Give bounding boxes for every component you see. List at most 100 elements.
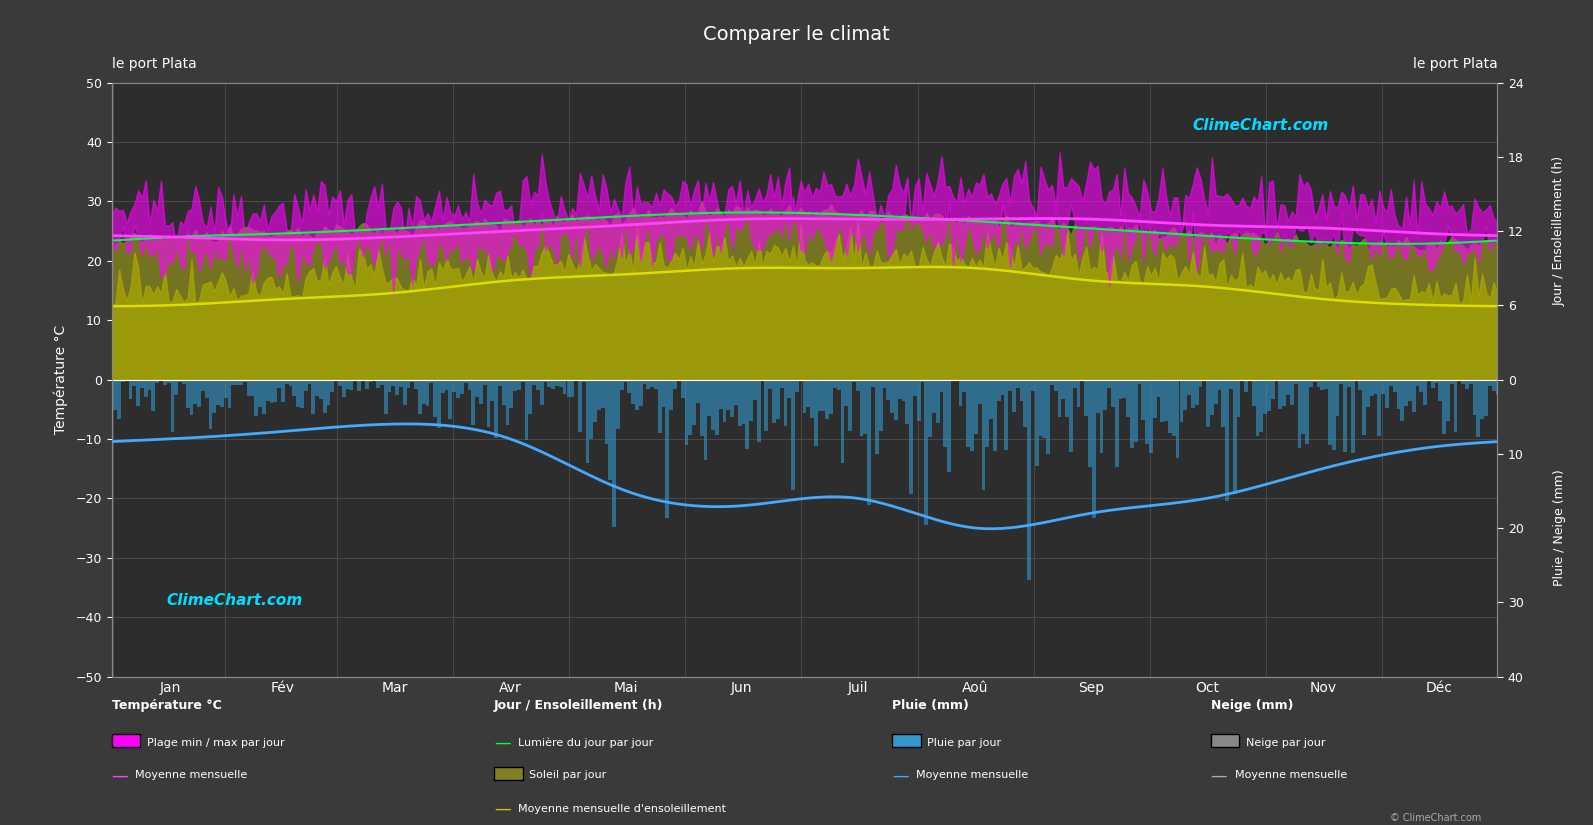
Bar <box>639 380 642 406</box>
Text: Moyenne mensuelle: Moyenne mensuelle <box>135 771 247 780</box>
Bar <box>1324 380 1329 389</box>
Bar <box>1400 380 1403 421</box>
Bar <box>433 380 436 417</box>
Bar <box>1431 380 1435 388</box>
Text: ClimeChart.com: ClimeChart.com <box>167 593 303 608</box>
Bar <box>414 380 417 389</box>
Bar <box>962 380 967 392</box>
Bar <box>586 380 589 463</box>
Bar <box>1031 380 1035 390</box>
Bar <box>1279 380 1282 409</box>
Bar <box>1176 380 1179 458</box>
Bar <box>540 380 543 404</box>
Bar <box>441 380 444 394</box>
Bar <box>1039 380 1042 436</box>
Bar <box>513 380 518 391</box>
Bar <box>898 380 902 399</box>
Bar <box>1446 380 1450 422</box>
Bar <box>505 380 510 425</box>
Bar <box>1294 380 1298 384</box>
Bar <box>277 380 280 388</box>
Bar <box>1023 380 1027 427</box>
Bar <box>997 380 1000 401</box>
Bar <box>792 380 795 490</box>
Bar <box>1301 380 1305 434</box>
Bar <box>765 380 768 431</box>
Text: Moyenne mensuelle d'ensoleillement: Moyenne mensuelle d'ensoleillement <box>518 804 726 813</box>
Bar <box>1126 380 1129 417</box>
Bar <box>1260 380 1263 432</box>
Bar <box>193 380 198 403</box>
Bar <box>784 380 787 426</box>
Bar <box>1099 380 1104 453</box>
Bar <box>346 380 349 389</box>
Bar <box>1469 380 1472 384</box>
Bar <box>1454 380 1458 432</box>
Bar <box>669 380 674 410</box>
Bar <box>113 380 118 410</box>
Bar <box>121 380 124 382</box>
Bar <box>943 380 948 447</box>
Bar <box>1225 380 1228 502</box>
Bar <box>1416 380 1419 385</box>
Bar <box>959 380 962 407</box>
Bar <box>680 380 685 398</box>
Bar <box>1203 380 1206 381</box>
Bar <box>806 380 811 407</box>
Bar <box>425 380 430 406</box>
Bar <box>902 380 905 400</box>
Bar <box>847 380 852 431</box>
Bar <box>1255 380 1260 436</box>
Bar <box>1313 380 1316 382</box>
Bar <box>589 380 593 439</box>
Bar <box>228 380 231 408</box>
Bar <box>612 380 616 527</box>
Bar <box>554 380 559 386</box>
Bar <box>198 380 201 407</box>
Bar <box>529 380 532 414</box>
Bar <box>593 380 597 422</box>
Text: Pluie par jour: Pluie par jour <box>927 738 1002 747</box>
Bar <box>1236 380 1241 417</box>
Text: Pluie / Neige (mm): Pluie / Neige (mm) <box>1553 469 1566 587</box>
Bar <box>921 380 924 382</box>
Bar <box>411 380 414 382</box>
Bar <box>1298 380 1301 448</box>
Bar <box>537 380 540 390</box>
Bar <box>768 380 773 389</box>
Bar <box>381 380 384 385</box>
Bar <box>1153 380 1157 418</box>
Bar <box>1488 380 1491 386</box>
Bar <box>918 380 921 422</box>
Bar <box>817 380 822 411</box>
Bar <box>307 380 311 384</box>
Bar <box>274 380 277 402</box>
Bar <box>1351 380 1354 453</box>
Bar <box>1343 380 1348 452</box>
Bar <box>1149 380 1153 454</box>
Bar <box>225 380 228 398</box>
Bar <box>1184 380 1187 410</box>
Bar <box>376 380 379 388</box>
Bar <box>1266 380 1271 411</box>
Bar <box>879 380 883 431</box>
Bar <box>1118 380 1123 399</box>
Bar <box>430 380 433 383</box>
Bar <box>1134 380 1137 442</box>
Bar <box>852 380 855 382</box>
Bar <box>567 380 570 397</box>
Bar <box>373 380 376 381</box>
Bar <box>285 380 288 384</box>
Bar <box>452 380 456 392</box>
Bar <box>967 380 970 447</box>
Bar <box>209 380 212 429</box>
Bar <box>491 380 494 401</box>
Text: Neige (mm): Neige (mm) <box>1211 700 1294 713</box>
Bar <box>406 380 411 388</box>
Bar <box>293 380 296 396</box>
Bar <box>803 380 806 413</box>
Bar <box>162 380 167 385</box>
Bar <box>609 380 612 480</box>
Bar <box>167 380 170 383</box>
Bar <box>392 380 395 386</box>
